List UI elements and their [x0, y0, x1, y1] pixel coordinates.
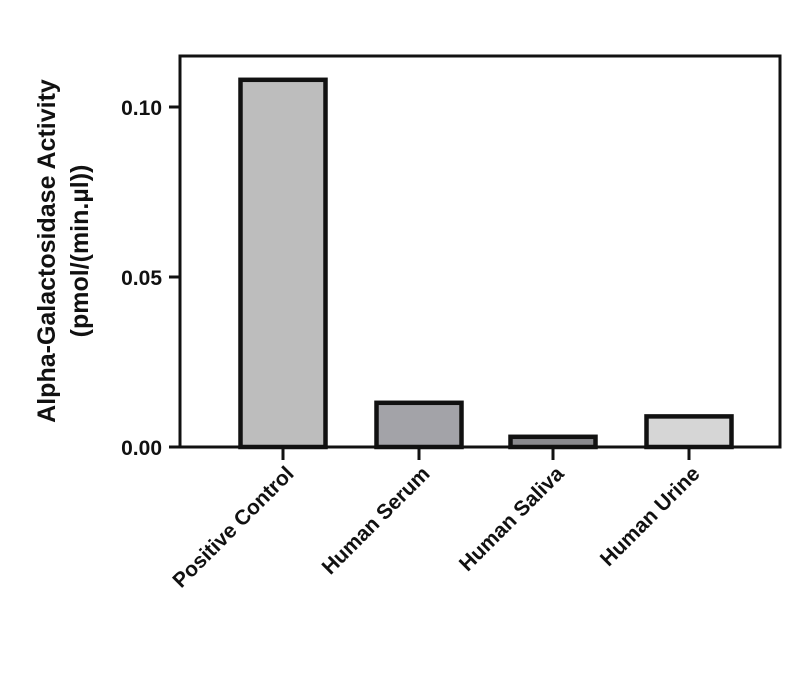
bar-human-saliva — [508, 434, 598, 450]
y-tick-label: 0.00 — [121, 437, 162, 460]
bars-layer — [238, 77, 734, 450]
y-axis-title-line1: Alpha-Galactosidase Activity — [33, 79, 61, 423]
y-tick-label: 0.05 — [121, 267, 162, 290]
plot-frame — [178, 54, 782, 449]
bar-positive-control — [238, 77, 328, 450]
x-tick-label: Human Serum — [318, 462, 435, 579]
bar-human-urine — [644, 414, 734, 450]
y-axis-title-line2: (pmol/(min.µl)) — [66, 165, 94, 338]
bar-human-serum — [374, 400, 464, 450]
x-tick-label: Human Urine — [596, 462, 705, 571]
y-tick-label: 0.10 — [121, 97, 162, 120]
x-tick-label: Human Saliva — [455, 462, 569, 576]
x-tick-label: Positive Control — [168, 462, 298, 592]
